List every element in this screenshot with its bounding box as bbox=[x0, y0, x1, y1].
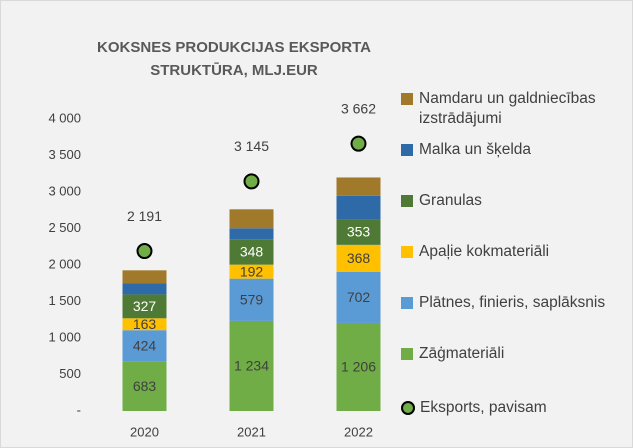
y-tick-label: 2 000 bbox=[48, 256, 81, 271]
legend-item: Zāģmateriāli bbox=[401, 344, 631, 364]
y-tick-label: 4 000 bbox=[48, 110, 81, 125]
data-label: 368 bbox=[347, 250, 371, 266]
total-marker bbox=[136, 243, 153, 260]
total-marker bbox=[243, 173, 260, 190]
legend-swatch bbox=[401, 93, 413, 105]
y-tick-label: 1 500 bbox=[48, 293, 81, 308]
bar-segment bbox=[229, 239, 274, 265]
y-tick-label: 1 000 bbox=[48, 329, 81, 344]
bar-segment bbox=[229, 320, 274, 411]
legend-swatch bbox=[401, 246, 413, 258]
bar-segment bbox=[122, 283, 167, 295]
data-label: 353 bbox=[347, 224, 371, 240]
legend-swatch bbox=[401, 144, 413, 156]
legend-item: Eksports, pavisam bbox=[401, 398, 631, 418]
legend-label: Zāģmateriāli bbox=[419, 345, 505, 362]
total-label: 3 662 bbox=[341, 100, 376, 116]
bar-segment bbox=[336, 177, 381, 196]
legend-label: Granulas bbox=[419, 192, 482, 209]
bar-segment bbox=[229, 209, 274, 229]
x-tick-label: 2020 bbox=[130, 424, 159, 439]
y-tick-label: 3 000 bbox=[48, 183, 81, 198]
data-label: 579 bbox=[240, 291, 264, 307]
bar-segment bbox=[336, 271, 381, 323]
total-label: 2 191 bbox=[127, 208, 162, 224]
bar-segment bbox=[122, 318, 167, 331]
x-tick-label: 2022 bbox=[344, 424, 373, 439]
legend-item: Namdaru un galdniecības izstrādājumi bbox=[401, 89, 631, 129]
bar-segment bbox=[229, 228, 274, 240]
total-marker bbox=[350, 135, 367, 152]
y-tick-label: 500 bbox=[59, 366, 81, 381]
data-label: 702 bbox=[347, 289, 371, 305]
bar-segment bbox=[336, 219, 381, 245]
bar-segment bbox=[336, 244, 381, 272]
y-tick-label: 2 500 bbox=[48, 220, 81, 235]
bar-segment bbox=[336, 322, 381, 411]
bar-segment bbox=[336, 195, 381, 220]
bar-segment bbox=[229, 264, 274, 279]
bar-segment bbox=[122, 294, 167, 319]
data-label: 327 bbox=[133, 298, 157, 314]
legend-label: Eksports, pavisam bbox=[420, 399, 547, 416]
y-tick-label: 3 500 bbox=[48, 147, 81, 162]
legend-swatch bbox=[401, 297, 413, 309]
legend-item: Malka un šķelda bbox=[401, 140, 631, 160]
data-label: 424 bbox=[133, 337, 157, 353]
legend-item: Granulas bbox=[401, 191, 631, 211]
bar-segment bbox=[122, 270, 167, 284]
data-label: 348 bbox=[240, 244, 264, 260]
legend-label: Apaļie kokmateriāli bbox=[419, 243, 550, 260]
legend-label: Plātnes, finieris, saplāksnis bbox=[419, 294, 606, 311]
legend-label: Malka un šķelda bbox=[419, 141, 532, 158]
total-label: 3 145 bbox=[234, 138, 269, 154]
legend-item: Plātnes, finieris, saplāksnis bbox=[401, 293, 631, 313]
bar-segment bbox=[229, 278, 274, 321]
data-label: 192 bbox=[240, 263, 264, 279]
y-tick-label: - bbox=[77, 402, 81, 417]
x-tick-label: 2021 bbox=[237, 424, 266, 439]
legend-swatch bbox=[401, 401, 415, 415]
data-label: 1 206 bbox=[341, 359, 376, 375]
data-label: 1 234 bbox=[234, 358, 269, 374]
legend-swatch bbox=[401, 195, 413, 207]
chart-title: KOKSNES PRODUKCIJAS EKSPORTA STRUKTŪRA, … bbox=[97, 39, 371, 79]
legend-label: Namdaru un galdniecības izstrādājumi bbox=[419, 90, 596, 127]
legend-item: Apaļie kokmateriāli bbox=[401, 242, 631, 262]
data-label: 683 bbox=[133, 378, 157, 394]
data-label: 163 bbox=[133, 316, 157, 332]
bar-segment bbox=[122, 330, 167, 362]
bar-segment bbox=[122, 361, 167, 411]
legend-swatch bbox=[401, 348, 413, 360]
